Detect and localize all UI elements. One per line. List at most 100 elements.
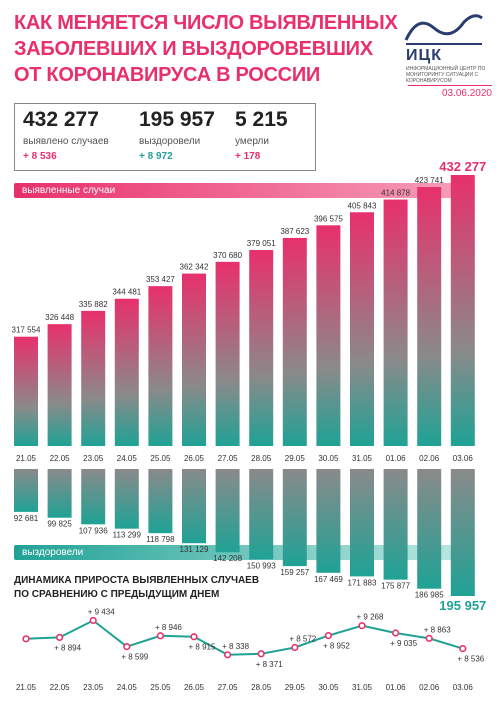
recovered-bar <box>81 469 106 525</box>
cases-bar <box>249 250 274 446</box>
growth-data-label: + 8 946 <box>155 623 182 632</box>
growth-data-label: + 8 371 <box>256 660 283 669</box>
stat-cases-label: выявлено случаев <box>23 136 109 147</box>
growth-date-tick: 27.05 <box>218 683 239 692</box>
date-tick-label: 28.05 <box>251 454 272 463</box>
growth-data-label: + 8 915 <box>189 643 216 652</box>
cases-bar <box>47 324 72 446</box>
growth-date-tick: 29.05 <box>285 683 306 692</box>
page-title: КАК МЕНЯЕТСЯ ЧИСЛО ВЫЯВЛЕННЫХ ЗАБОЛЕВШИХ… <box>14 10 398 88</box>
recovered-bar <box>450 469 475 596</box>
recovered-bar <box>282 469 307 567</box>
growth-point <box>392 629 400 637</box>
recovered-bar <box>14 469 38 512</box>
growth-date-tick: 22.05 <box>50 683 71 692</box>
recovered-bar <box>114 469 139 529</box>
cases-data-label: 432 277 <box>439 159 486 174</box>
cases-data-label: 387 623 <box>280 227 309 236</box>
recovered-bar <box>148 469 173 534</box>
cases-bar <box>81 310 106 446</box>
date-tick-label: 01.06 <box>386 454 407 463</box>
recovered-bar <box>417 469 442 589</box>
logo-name: ИЦК <box>406 47 442 64</box>
stat-recovered-label: выздоровели <box>139 136 201 147</box>
growth-date-tick: 23.05 <box>83 683 104 692</box>
growth-point <box>358 622 366 630</box>
growth-point <box>459 645 467 653</box>
recovered-bar <box>350 469 374 577</box>
date-tick-label: 24.05 <box>117 454 138 463</box>
stat-deaths-delta: + 178 <box>235 151 261 162</box>
cases-data-label: 405 843 <box>348 201 377 210</box>
growth-point <box>89 616 97 625</box>
recovered-data-label: 195 957 <box>439 598 486 613</box>
recovered-bar <box>182 469 206 544</box>
stat-deaths-label: умерли <box>235 136 269 147</box>
recovered-bar <box>47 469 72 518</box>
growth-point <box>425 634 433 642</box>
growth-data-label: + 9 268 <box>357 613 384 622</box>
recovered-data-label: 186 985 <box>415 591 444 600</box>
cases-data-label: 326 448 <box>45 313 74 322</box>
recovered-data-label: 175 877 <box>381 582 410 591</box>
recovered-data-label: 113 299 <box>113 531 142 540</box>
growth-date-tick: 03.06 <box>453 683 474 692</box>
cases-data-label: 423 741 <box>415 176 444 185</box>
cases-bar <box>282 237 307 446</box>
stat-cases-delta: + 8 536 <box>23 151 57 162</box>
growth-data-label: + 8 536 <box>457 655 484 664</box>
growth-data-label: + 8 572 <box>289 634 316 643</box>
cases-bar <box>114 298 139 446</box>
cases-bar <box>182 273 206 446</box>
cases-bar <box>148 286 173 446</box>
stat-recovered-delta: + 8 972 <box>139 151 173 162</box>
recovered-data-label: 167 469 <box>314 575 343 584</box>
stat-cases: 432 277 выявлено случаев + 8 536 <box>23 108 109 162</box>
growth-date-tick: 21.05 <box>16 683 37 692</box>
cases-data-label: 362 342 <box>180 263 209 272</box>
growth-data-label: + 8 952 <box>323 642 350 651</box>
date-tick-label: 21.05 <box>16 454 37 463</box>
logo-wave-icon <box>404 14 483 45</box>
date-tick-label: 23.05 <box>83 454 104 463</box>
cases-data-label: 379 051 <box>247 239 276 248</box>
cases-bar <box>14 336 38 446</box>
growth-data-label: + 9 035 <box>390 639 417 648</box>
stat-recovered: 195 957 выздоровели + 8 972 <box>139 108 215 162</box>
growth-point <box>291 643 299 652</box>
cases-bar <box>350 212 374 446</box>
growth-point <box>55 633 64 642</box>
growth-point <box>324 631 333 640</box>
cases-data-label: 335 882 <box>79 300 108 309</box>
date-tick-label: 29.05 <box>285 454 306 463</box>
title-line-3: ОТ КОРОНАВИРУСА В РОССИИ <box>14 64 320 86</box>
growth-point <box>257 650 265 658</box>
growth-point <box>156 632 164 640</box>
growth-data-label: + 8 338 <box>222 642 249 651</box>
stat-deaths: 5 215 умерли + 178 <box>235 108 288 162</box>
growth-point <box>190 633 198 641</box>
growth-title-line-1: ДИНАМИКА ПРИРОСТА ВЫЯВЛЕННЫХ СЛУЧАЕВ <box>14 575 260 586</box>
recovered-data-label: 118 798 <box>146 535 175 544</box>
growth-chart-title: ДИНАМИКА ПРИРОСТА ВЫЯВЛЕННЫХ СЛУЧАЕВ ПО … <box>14 574 314 602</box>
date-label: 03.06.2020 <box>408 85 492 102</box>
title-line-1: КАК МЕНЯЕТСЯ ЧИСЛО ВЫЯВЛЕННЫХ <box>14 12 398 34</box>
cases-data-label: 317 554 <box>12 326 41 335</box>
recovered-data-label: 99 825 <box>47 520 72 529</box>
stats-panel: 432 277 выявлено случаев + 8 536 195 957… <box>14 103 316 171</box>
growth-date-tick: 02.06 <box>419 683 440 692</box>
growth-date-tick: 24.05 <box>117 683 138 692</box>
title-line-2: ЗАБОЛЕВШИХ И ВЫЗДОРОВЕВШИХ <box>14 38 373 60</box>
recovered-data-label: 171 883 <box>348 578 377 587</box>
growth-date-tick: 25.05 <box>150 683 171 692</box>
recovered-data-label: 92 681 <box>14 514 39 523</box>
recovered-bar <box>249 469 274 560</box>
date-tick-label: 03.06 <box>453 454 474 463</box>
growth-data-label: + 9 434 <box>88 608 115 617</box>
stat-recovered-value: 195 957 <box>139 108 215 131</box>
recovered-data-label: 150 993 <box>247 561 276 570</box>
growth-date-tick: 01.06 <box>386 683 407 692</box>
growth-title-line-2: ПО СРАВНЕНИЮ С ПРЕДЫДУЩИМ ДНЕМ <box>14 589 220 600</box>
growth-data-label: + 8 894 <box>54 643 81 652</box>
date-tick-label: 22.05 <box>50 454 71 463</box>
